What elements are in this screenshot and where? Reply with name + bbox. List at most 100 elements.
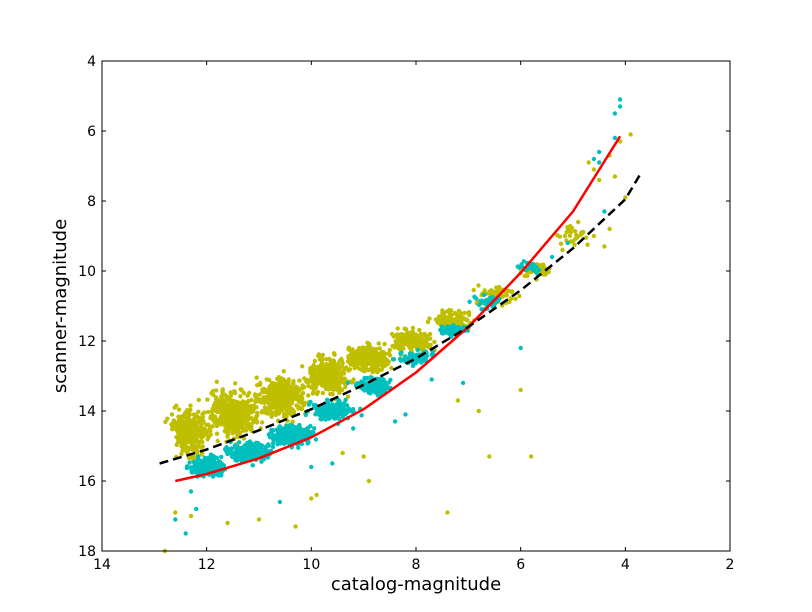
yellow-point (586, 160, 591, 165)
yellow-point (243, 406, 248, 411)
cyan-point (252, 444, 257, 450)
yellow-point (476, 283, 481, 288)
yellow-point (231, 424, 236, 430)
cyan-point (277, 432, 282, 437)
yellow-point (225, 424, 230, 430)
cyan-point (530, 266, 535, 271)
yellow-point (218, 422, 223, 427)
yellow-point (232, 399, 238, 404)
yellow-point (332, 352, 337, 357)
x-tick-label: 6 (516, 557, 525, 573)
cyan-point (224, 448, 229, 454)
cyan-point (361, 380, 366, 385)
cyan-point (343, 411, 349, 416)
yellow-point (282, 394, 288, 399)
yellow-point (240, 401, 246, 406)
yellow-point (273, 409, 278, 415)
x-tick-label: 4 (621, 557, 630, 573)
yellow-point (476, 408, 481, 414)
yellow-point (407, 344, 412, 349)
cyan-point (229, 447, 234, 452)
cyan-point (245, 443, 250, 448)
yellow-point (251, 409, 256, 414)
cyan-point (458, 326, 463, 331)
yellow-point (184, 445, 189, 450)
yellow-point (623, 195, 628, 200)
cyan-point (275, 427, 280, 432)
cyan-point (335, 412, 341, 417)
yellow-point (176, 414, 181, 419)
yellow-point (370, 358, 375, 363)
yellow-point (334, 369, 339, 374)
yellow-point (366, 478, 372, 484)
cyan-point (460, 380, 466, 386)
yellow-point (275, 387, 281, 392)
yellow-point (464, 317, 469, 322)
yellow-point (432, 339, 437, 345)
cyan-point (415, 347, 420, 353)
yellow-point (216, 403, 221, 408)
cyan-point (201, 469, 207, 474)
yellow-point (454, 312, 459, 317)
yellow-point (377, 346, 382, 351)
yellow-point (449, 308, 454, 313)
yellow-point (304, 379, 309, 384)
cyan-point (549, 254, 555, 260)
cyan-point (211, 462, 217, 467)
cyan-point (321, 414, 326, 420)
cyan-point (211, 454, 216, 459)
yellow-point (315, 369, 320, 374)
yellow-point (169, 427, 175, 432)
cyan-point (192, 460, 197, 465)
cyan-point (479, 307, 484, 312)
yellow-point (591, 167, 597, 172)
yellow-point (504, 293, 509, 298)
yellow-point (372, 348, 378, 354)
cyan-point (187, 460, 192, 465)
yellow-point (302, 376, 307, 381)
yellow-point (286, 377, 291, 382)
yellow-point (281, 385, 286, 391)
yellow-point (482, 288, 487, 293)
yellow-point (179, 423, 185, 429)
yellow-point (273, 398, 278, 404)
cyan-point (306, 402, 312, 407)
yellow-point (191, 412, 196, 417)
cyan-point (233, 456, 238, 461)
yellow-point (214, 431, 220, 436)
yellow-point (213, 407, 218, 413)
cyan-point (296, 445, 301, 450)
yellow-point (528, 454, 534, 459)
yellow-point (278, 409, 283, 414)
yellow-point (320, 390, 326, 396)
yellow-point (235, 432, 240, 438)
yellow-point (265, 390, 270, 396)
cyan-point (388, 377, 393, 383)
cyan-point (188, 465, 193, 470)
yellow-point (365, 349, 371, 354)
yellow-point (390, 343, 395, 349)
yellow-point (612, 174, 618, 179)
cyan-point (382, 384, 387, 389)
yellow-point (371, 362, 377, 367)
yellow-point (319, 356, 324, 361)
yellow-point (572, 242, 577, 247)
cyan-point (221, 463, 227, 468)
yellow-point (232, 389, 237, 394)
yellow-point (361, 363, 366, 368)
yellow-point (300, 364, 305, 369)
cyan-point (518, 345, 523, 351)
yellow-point (247, 390, 252, 396)
yellow-point (183, 413, 188, 418)
cyan-point (219, 454, 224, 460)
yellow-point (256, 517, 262, 522)
cyan-point (229, 453, 234, 459)
cyan-point (277, 499, 283, 505)
x-tick-label: 8 (412, 557, 421, 573)
cyan-point (296, 427, 301, 432)
yellow-point (325, 372, 331, 377)
yellow-point (350, 347, 355, 352)
cyan-point (398, 351, 403, 356)
cyan-point (183, 531, 188, 536)
yellow-point (169, 412, 175, 417)
